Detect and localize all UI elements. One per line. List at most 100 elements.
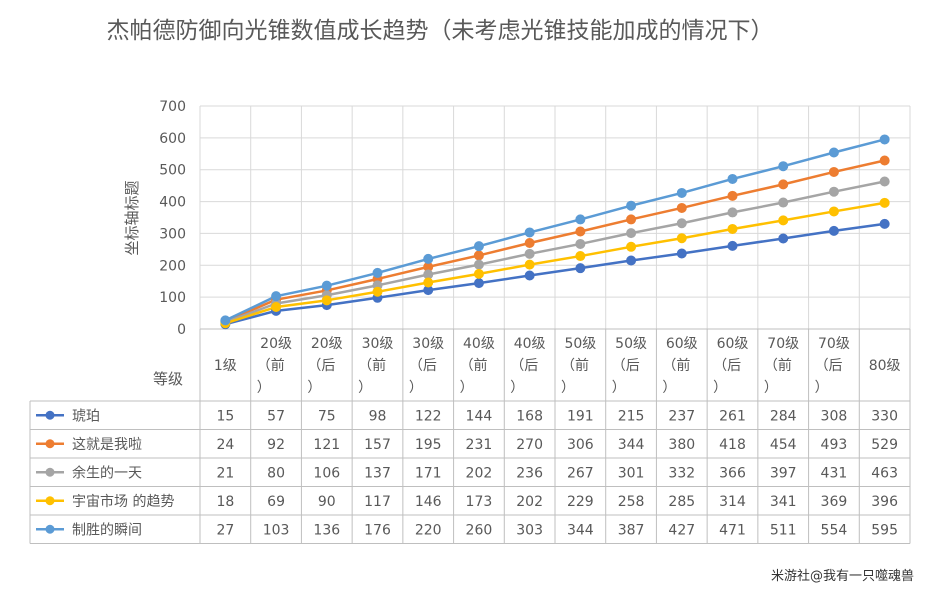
x-tick-label: 60级 <box>666 336 698 352</box>
table-value: 341 <box>770 494 797 510</box>
data-point <box>879 155 890 166</box>
table-value: 387 <box>618 522 645 538</box>
table-value: 98 <box>369 408 387 424</box>
table-value: 366 <box>719 465 746 481</box>
table-value: 146 <box>415 494 442 510</box>
y-axis-title: 坐标轴标题 <box>123 180 141 255</box>
y-tick-label: 100 <box>159 290 186 306</box>
table-value: 171 <box>415 465 442 481</box>
table-value: 463 <box>871 465 898 481</box>
x-tick-label: 20级 <box>311 336 343 352</box>
table-value: 397 <box>770 465 797 481</box>
table-value: 303 <box>516 522 543 538</box>
x-tick-label: ） <box>358 380 372 396</box>
table-value: 529 <box>871 437 898 453</box>
y-tick-label: 0 <box>177 322 186 338</box>
table-value: 270 <box>516 437 543 453</box>
table-value: 21 <box>216 465 234 481</box>
data-point <box>879 218 890 229</box>
watermark: 米游社@我有一只噬魂兽 <box>770 569 914 584</box>
table-value: 267 <box>567 465 594 481</box>
x-tick-label: （后 <box>713 358 741 374</box>
data-point <box>676 202 687 213</box>
x-tick-label: ） <box>257 380 271 396</box>
table-value: 236 <box>516 465 543 481</box>
data-point <box>372 286 383 297</box>
x-tick-label: ） <box>815 380 829 396</box>
data-point <box>321 280 332 291</box>
data-point <box>676 233 687 244</box>
series-line <box>224 138 885 322</box>
x-tick-label: 20级 <box>260 336 292 352</box>
table-value: 314 <box>719 494 746 510</box>
data-point <box>626 214 637 225</box>
series-line <box>224 159 885 323</box>
chart-title: 杰帕德防御向光锥数值成长趋势（未考虑光锥技能加成的情况下） <box>106 18 774 44</box>
legend-label: 琥珀 <box>72 408 100 424</box>
data-point <box>828 166 839 177</box>
table-value: 595 <box>871 522 898 538</box>
data-point <box>473 250 484 261</box>
y-tick-label: 600 <box>159 131 186 147</box>
legend-label: 余生的一天 <box>72 464 142 481</box>
table-value: 75 <box>318 408 336 424</box>
data-point <box>727 190 738 201</box>
data-point <box>473 278 484 289</box>
table-value: 15 <box>216 408 234 424</box>
y-tick-label: 400 <box>159 195 186 211</box>
table-value: 306 <box>567 437 594 453</box>
legend-label: 制胜的瞬间 <box>72 522 142 538</box>
x-tick-label: 40级 <box>514 336 546 352</box>
x-tick-label: 70级 <box>767 336 799 352</box>
table-value: 260 <box>466 522 493 538</box>
data-point <box>828 225 839 236</box>
table-value: 176 <box>364 522 391 538</box>
data-point <box>778 197 789 208</box>
x-tick-label: （前 <box>358 357 386 374</box>
y-tick-label: 300 <box>159 226 186 242</box>
x-tick-label: 50级 <box>615 336 647 352</box>
y-tick-label: 700 <box>159 99 186 115</box>
x-tick-label: ） <box>662 380 676 396</box>
data-point <box>524 227 535 238</box>
table-value: 471 <box>719 522 746 538</box>
table-value: 285 <box>668 494 695 510</box>
table-value: 215 <box>618 408 645 424</box>
data-point <box>727 240 738 251</box>
x-tick-label: ） <box>764 380 778 396</box>
legend-key-marker <box>45 410 55 420</box>
x-tick-label: （前 <box>257 357 285 374</box>
data-point <box>778 179 789 190</box>
data-point <box>676 248 687 259</box>
data-point <box>575 238 586 249</box>
data-point <box>321 295 332 306</box>
table-value: 454 <box>770 437 797 453</box>
table-value: 137 <box>364 465 391 481</box>
data-point <box>828 186 839 197</box>
table-value: 369 <box>821 494 848 510</box>
x-tick-label: 50级 <box>564 336 596 352</box>
x-tick-label: ） <box>510 380 524 396</box>
data-point <box>626 200 637 211</box>
table-value: 90 <box>318 494 336 510</box>
x-axis-title: 等级 <box>153 370 183 388</box>
x-tick-label: （前 <box>561 357 589 374</box>
x-tick-label: （后 <box>815 358 843 374</box>
data-point <box>423 253 434 264</box>
table-value: 57 <box>267 408 285 424</box>
table-value: 92 <box>267 437 285 453</box>
table-value: 301 <box>618 465 645 481</box>
x-tick-label: 40级 <box>463 336 495 352</box>
legend-key-marker <box>45 496 55 506</box>
data-point <box>828 147 839 158</box>
table-value: 220 <box>415 522 442 538</box>
table-value: 229 <box>567 494 594 510</box>
table-value: 554 <box>821 522 848 538</box>
table-value: 157 <box>364 437 391 453</box>
legend-key-marker <box>45 524 55 534</box>
series-line <box>225 222 885 326</box>
series-line <box>224 201 885 325</box>
data-point <box>473 259 484 270</box>
table-value: 258 <box>618 494 645 510</box>
